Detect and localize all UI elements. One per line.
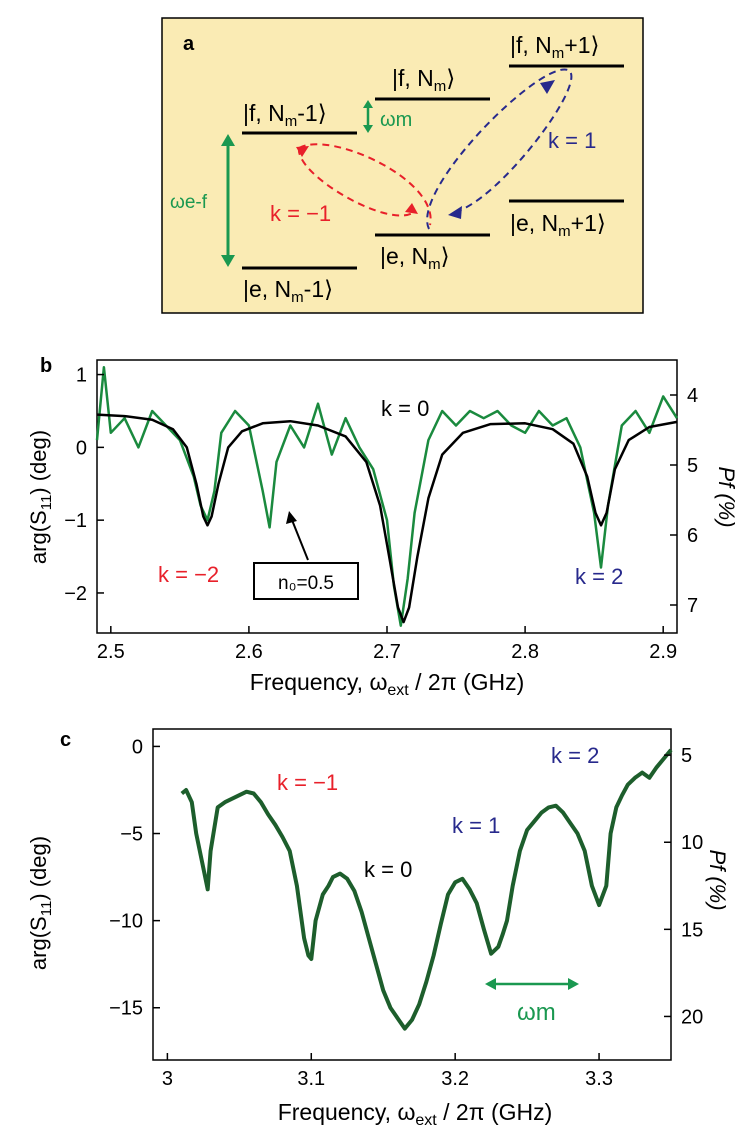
panel-a: a |f, Nm-1⟩ |f, Nm⟩ |f, Nm+1⟩ |e, Nm-1⟩ …	[161, 17, 644, 314]
label-f-minus: |f, Nm-1⟩	[243, 100, 327, 130]
omega-ef-label: ωe-f	[170, 192, 208, 213]
panel-b-ylabel-right: Pf (%)	[714, 466, 739, 527]
n0-annotation: n₀=0.5	[253, 511, 359, 600]
panel-b-ytick-left-label: −2	[64, 583, 87, 605]
k0-label-b: k = 0	[381, 396, 429, 421]
panel-c-yticks-right: 5 10 15 20	[664, 745, 703, 1028]
panel-c-label: c	[60, 729, 71, 751]
panel-c: c 3 3.1 3.2 3.3 0 −5 −10 −15 5 10 15 20 k = −1 k …	[26, 728, 730, 1129]
k0-label-c: k = 0	[364, 857, 412, 882]
k1-label-c: k = 1	[452, 813, 500, 838]
panel-b-yticks-left: 1 0 −1 −2	[64, 365, 104, 605]
panel-c-ytick-right-label: 15	[681, 919, 703, 941]
n0-annotation-text: n₀=0.5	[278, 573, 334, 594]
panel-b-yticks-right: 4 5 6 7	[670, 385, 698, 617]
red-transition-loop	[296, 143, 432, 226]
panel-b-label: b	[40, 355, 52, 377]
panel-c-xticks: 3 3.1 3.2 3.3	[162, 1053, 613, 1090]
blue-transition-loop	[426, 68, 573, 230]
k2-label-b: k = 2	[575, 564, 623, 589]
panel-b-series-2	[96, 413, 678, 624]
k-minus1-label-c: k = −1	[277, 770, 338, 795]
omega-m-label-c: ωm	[517, 999, 556, 1026]
panel-b-xtick-label: 2.8	[511, 641, 539, 663]
panel-a-label: a	[183, 33, 195, 55]
panel-c-xtick-label: 3.2	[441, 1068, 469, 1090]
panel-c-xtick-label: 3	[162, 1068, 173, 1090]
label-e-center: |e, Nm⟩	[380, 243, 450, 273]
panel-c-yticks-left: 0 −5 −10 −15	[109, 736, 160, 1020]
n0-annotation-box	[253, 562, 359, 600]
panel-b-ytick-right-label: 6	[687, 525, 698, 547]
label-e-minus: |e, Nm-1⟩	[243, 276, 333, 306]
panel-b-ytick-right-label: 4	[687, 385, 698, 407]
label-f-plus: |f, Nm+1⟩	[510, 32, 599, 62]
omega-m-arrow	[363, 100, 373, 133]
omega-ef-arrow	[221, 134, 235, 267]
k2-label-c: k = 2	[551, 743, 599, 768]
panel-c-xtick-label: 3.1	[297, 1068, 325, 1090]
panel-b-xtick-label: 2.7	[373, 641, 401, 663]
panel-b-xticks: 2.5 2.6 2.7 2.8 2.9	[97, 626, 677, 663]
panel-b-xtick-label: 2.9	[649, 641, 677, 663]
panel-b-xtick-label: 2.5	[97, 641, 125, 663]
panel-c-ytick-right-label: 10	[681, 832, 703, 854]
label-e-plus: |e, Nm+1⟩	[510, 210, 606, 240]
panel-b: b 2.5 2.6 2.7 2.8 2.9 1 0 −1 −2 4 5 6 7 k = 0 k = …	[26, 355, 739, 699]
panel-b-ytick-right-label: 7	[687, 595, 698, 617]
omega-m-label-a: ωm	[380, 109, 412, 131]
panel-c-xtick-label: 3.3	[585, 1068, 613, 1090]
panel-c-ytick-left-label: −15	[109, 998, 143, 1020]
panel-c-ylabel-right: Pf (%)	[705, 849, 730, 910]
panel-c-ylabel-left: arg(S11) (deg)	[26, 836, 55, 970]
panel-b-xtick-label: 2.6	[235, 641, 263, 663]
panel-b-series	[95, 366, 679, 627]
panel-c-ytick-left-label: 0	[132, 736, 143, 758]
k-minus2-label-b: k = −2	[158, 562, 219, 587]
k-minus1-label-a: k = −1	[270, 201, 331, 226]
label-f-center: |f, Nm⟩	[392, 65, 455, 95]
panel-c-ytick-left-label: −10	[109, 911, 143, 933]
k-1-label-a: k = 1	[548, 128, 596, 153]
panel-c-ytick-right-label: 5	[681, 745, 692, 767]
panel-b-ytick-left-label: 1	[76, 365, 87, 387]
panel-b-ytick-right-label: 5	[687, 455, 698, 477]
panel-b-xlabel: Frequency, ωext / 2π (GHz)	[250, 669, 525, 699]
panel-c-ytick-left-label: −5	[120, 824, 143, 846]
omega-m-arrow-c	[485, 978, 579, 990]
panel-b-ytick-left-label: −1	[64, 510, 87, 532]
panel-b-ytick-left-label: 0	[76, 437, 87, 459]
panel-c-xlabel: Frequency, ωext / 2π (GHz)	[278, 1099, 553, 1129]
panel-c-series	[180, 748, 673, 1031]
panel-c-series-1	[180, 748, 673, 1031]
panel-b-ylabel-left: arg(S11) (deg)	[26, 430, 55, 564]
panel-c-axes-box	[152, 728, 672, 1061]
panel-c-ytick-right-label: 20	[681, 1006, 703, 1028]
